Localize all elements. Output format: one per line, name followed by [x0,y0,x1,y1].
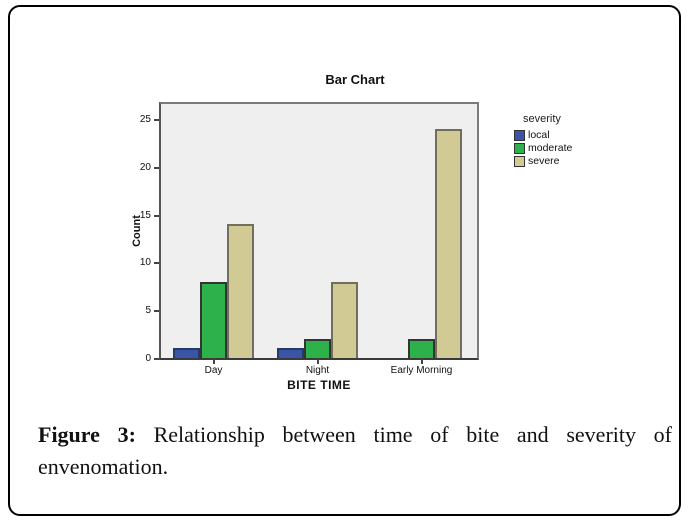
bar-slot [173,348,200,358]
y-tick-label-0: 0 [145,353,151,364]
chart-title: Bar Chart [325,72,385,87]
bar-local-night [277,348,304,358]
legend-label: severe [528,155,560,167]
bar-slot [227,224,254,358]
figure-caption: Figure 3: Relationship between time of b… [38,419,672,483]
severe-color-swatch [514,156,525,167]
legend-label: local [528,129,550,141]
bar-moderate-day [200,282,227,358]
legend: local moderate severe [514,129,572,168]
y-tick-label-25: 25 [139,114,151,125]
moderate-color-swatch [514,143,525,154]
x-tick-label-early-morning: Early Morning [390,365,453,376]
caption-line-1: Figure 3: Relationship between time of b… [38,419,672,451]
bar-moderate-early-morning [408,339,435,358]
legend-item-severe: severe [514,155,572,168]
y-tick-label-10: 10 [139,257,151,269]
bar-slot [408,339,435,358]
figure-border: Bar Chart 0 5 10 15 20 25 Day Night Early Mornin… [8,5,681,516]
legend-label: moderate [528,142,573,154]
caption-text: Relationship between time of bite and se… [153,422,672,447]
x-axis-title: BITE TIME [287,378,351,392]
y-axis-title: Count [131,215,143,247]
bar-slot [277,348,304,358]
bar-moderate-night [304,339,331,358]
bar-group-day [173,224,254,358]
bar-severe-early-morning [435,129,462,358]
caption-figure-label: Figure 3: [38,422,136,447]
caption-line-2: envenomation. [38,454,169,479]
legend-item-moderate: moderate [514,142,572,155]
legend-title: severity [523,113,561,125]
y-tick-label-20: 20 [139,161,151,173]
bar-group-night [277,282,358,358]
bar-severe-night [331,282,358,358]
bar-slot [304,339,331,358]
bar-slot [435,129,462,358]
bar-slot [200,282,227,358]
plot-area [159,102,479,360]
bar-severe-day [227,224,254,358]
local-color-swatch [514,130,525,141]
bar-slot [331,282,358,358]
y-tick-label-5: 5 [145,305,151,317]
bar-local-day [173,348,200,358]
x-tick-label-day: Day [204,365,223,376]
legend-item-local: local [514,129,572,142]
x-tick-label-night: Night [305,365,330,376]
bar-group-early-morning [381,129,462,358]
